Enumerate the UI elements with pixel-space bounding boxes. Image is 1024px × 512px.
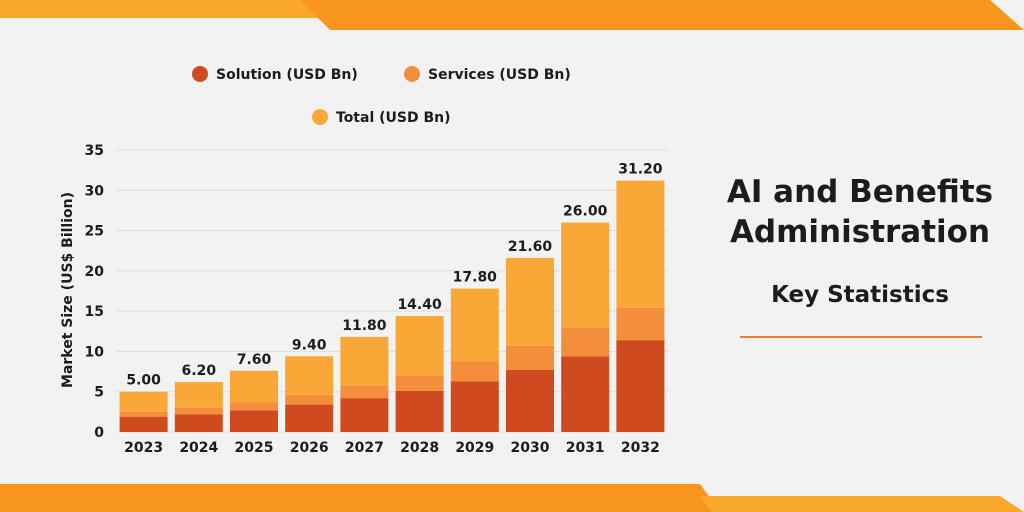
legend-label: Total (USD Bn) — [336, 110, 451, 126]
bar-total-label: 5.00 — [126, 373, 161, 389]
bottom-stripe-main — [0, 484, 720, 512]
y-tick-label: 25 — [85, 224, 104, 240]
bar-segment — [230, 402, 278, 411]
bar-total-label: 9.40 — [292, 337, 327, 353]
x-tick-label: 2031 — [566, 440, 605, 456]
x-tick-label: 2028 — [400, 440, 439, 456]
y-axis-label: Market Size (US$ Billion) — [60, 192, 76, 388]
bar-segment — [119, 391, 168, 412]
bar-total-label: 14.40 — [397, 297, 442, 313]
bar-segment — [506, 257, 554, 346]
bar-segment — [616, 307, 665, 341]
y-tick-label: 0 — [94, 425, 104, 441]
legend-label: Solution (USD Bn) — [216, 67, 358, 83]
x-tick-label: 2027 — [345, 440, 384, 456]
bar-segment — [230, 370, 278, 403]
bar-total-label: 26.00 — [563, 204, 608, 220]
bar-segment — [395, 390, 444, 432]
bar-segment — [340, 336, 389, 386]
top-stripe-left — [0, 0, 320, 18]
bar-segment — [506, 369, 554, 432]
bar-total-label: 31.20 — [618, 162, 663, 178]
y-tick-label: 15 — [85, 304, 104, 320]
x-tick-label: 2026 — [290, 440, 329, 456]
bar-segment — [230, 410, 278, 432]
x-tick-label: 2023 — [124, 440, 163, 456]
side-title-line1: AI and Benefits — [726, 174, 994, 210]
y-tick-label: 30 — [85, 183, 105, 199]
x-tick-label: 2030 — [511, 440, 550, 456]
bar-total-label: 6.20 — [182, 363, 217, 379]
top-stripe-main — [300, 0, 1024, 30]
y-tick-label: 35 — [85, 143, 104, 159]
bar-segment — [119, 416, 168, 432]
y-tick-label: 5 — [94, 385, 104, 401]
x-tick-label: 2024 — [179, 440, 218, 456]
bar-segment — [450, 361, 499, 382]
legend-swatch — [404, 66, 420, 82]
bar-segment — [340, 398, 389, 432]
side-divider — [740, 336, 982, 338]
bar-segment — [561, 222, 610, 329]
bar-segment — [119, 411, 168, 417]
side-title: AI and Benefits Administration — [700, 172, 1020, 252]
bar-segment — [561, 356, 610, 432]
bottom-stripe-right — [700, 496, 1024, 512]
bar-segment — [340, 385, 389, 399]
bar-segment — [395, 375, 444, 391]
y-tick-label: 20 — [85, 264, 105, 280]
y-axis-ticks: 0 5 10 15 20 25 30 35 — [85, 143, 105, 441]
bar-segment — [285, 356, 334, 395]
bar-segment — [450, 381, 499, 432]
bar-segment — [506, 345, 554, 370]
stacked-bar-chart: Solution (USD Bn) Services (USD Bn) Total … — [60, 66, 668, 456]
bar-total-label: 11.80 — [342, 318, 387, 334]
x-tick-label: 2029 — [455, 440, 494, 456]
legend-swatch — [192, 66, 208, 82]
side-subtitle: Key Statistics — [771, 282, 949, 308]
chart-bars — [119, 180, 665, 432]
bar-segment — [450, 288, 499, 362]
legend-swatch — [312, 109, 328, 125]
legend-label: Services (USD Bn) — [428, 67, 571, 83]
x-tick-label: 2032 — [621, 440, 660, 456]
bar-total-label: 21.60 — [508, 239, 553, 255]
bar-segment — [285, 404, 334, 432]
bar-segment — [174, 414, 223, 432]
x-axis-ticks: 2023 2024 2025 2026 2027 2028 2029 2030 2031 2032 — [124, 440, 660, 456]
bar-segment — [561, 328, 610, 357]
x-tick-label: 2025 — [235, 440, 274, 456]
bar-total-label: 17.80 — [453, 270, 498, 286]
chart-legend: Solution (USD Bn) Services (USD Bn) Total … — [192, 66, 571, 126]
side-title-line2: Administration — [729, 214, 991, 250]
bar-segment — [395, 315, 444, 376]
bar-total-labels: 5.00 6.20 7.60 9.40 11.80 14.40 17.80 21.60 26.0… — [126, 162, 662, 389]
bar-segment — [616, 340, 665, 432]
bar-segment — [174, 382, 223, 408]
bar-segment — [616, 180, 665, 308]
bar-segment — [174, 407, 223, 415]
bar-total-label: 7.60 — [237, 352, 272, 368]
y-tick-label: 10 — [85, 344, 105, 360]
bar-segment — [285, 394, 334, 405]
